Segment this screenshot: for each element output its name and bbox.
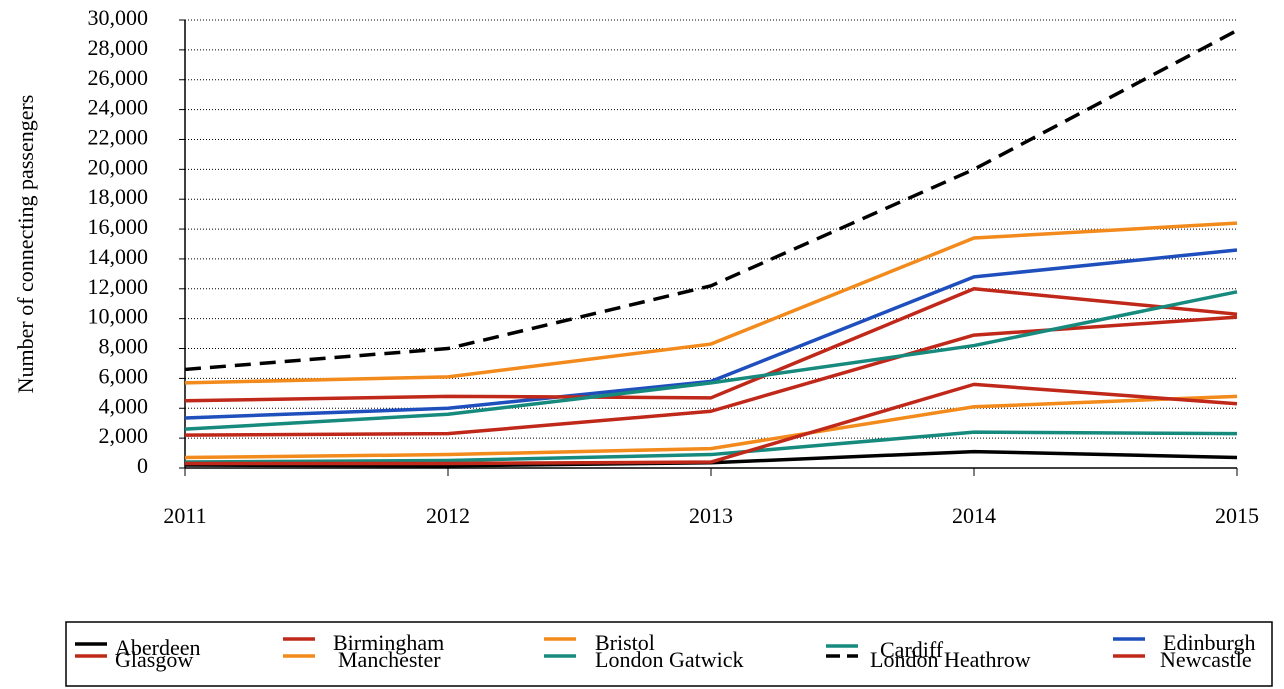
line-series: [184, 28, 1238, 372]
y-tick-label: 24,000: [88, 95, 149, 120]
x-tick-label: 2011: [163, 503, 206, 528]
legend-label: London Gatwick: [595, 647, 743, 672]
legend-label: London Heathrow: [870, 647, 1031, 672]
y-tick-label: 30,000: [88, 5, 149, 30]
y-tick-label: 26,000: [88, 65, 149, 90]
legend-label: Aberdeen: [115, 635, 201, 660]
x-tick-label: 2014: [952, 503, 996, 528]
legend-label: Manchester: [338, 647, 441, 672]
line-series: [184, 287, 1238, 403]
line-series: [184, 221, 1238, 385]
x-tick-label: 2015: [1215, 503, 1259, 528]
y-tick-label: 8,000: [99, 334, 149, 359]
x-tick-label: 2012: [426, 503, 470, 528]
legend-label: Glasgow: [115, 647, 193, 672]
y-tick-label: 10,000: [88, 304, 149, 329]
y-axis-label: Number of connecting passengers: [13, 95, 38, 394]
line-series: [184, 430, 1238, 464]
y-tick-label: 28,000: [88, 35, 149, 60]
y-tick-label: 20,000: [88, 154, 149, 179]
legend-label: Edinburgh: [1163, 630, 1255, 655]
legend-label: Cardiff: [880, 637, 944, 662]
y-tick-label: 16,000: [88, 214, 149, 239]
y-tick-label: 22,000: [88, 125, 149, 150]
y-tick-label: 0: [137, 453, 148, 478]
y-tick-label: 12,000: [88, 274, 149, 299]
legend-label: Newcastle: [1160, 647, 1252, 672]
y-tick-label: 2,000: [99, 423, 149, 448]
y-tick-label: 18,000: [88, 184, 149, 209]
legend-box: [65, 621, 1273, 687]
line-series: [184, 315, 1238, 437]
line-series: [184, 290, 1238, 431]
line-series: [184, 394, 1238, 460]
legend-label: Bristol: [595, 630, 655, 655]
y-tick-label: 4,000: [99, 393, 149, 418]
legend-label: Birmingham: [333, 630, 444, 655]
x-tick-label: 2013: [689, 503, 733, 528]
line-series: [185, 382, 1238, 466]
y-tick-label: 6,000: [99, 363, 149, 388]
y-tick-label: 14,000: [88, 244, 149, 269]
